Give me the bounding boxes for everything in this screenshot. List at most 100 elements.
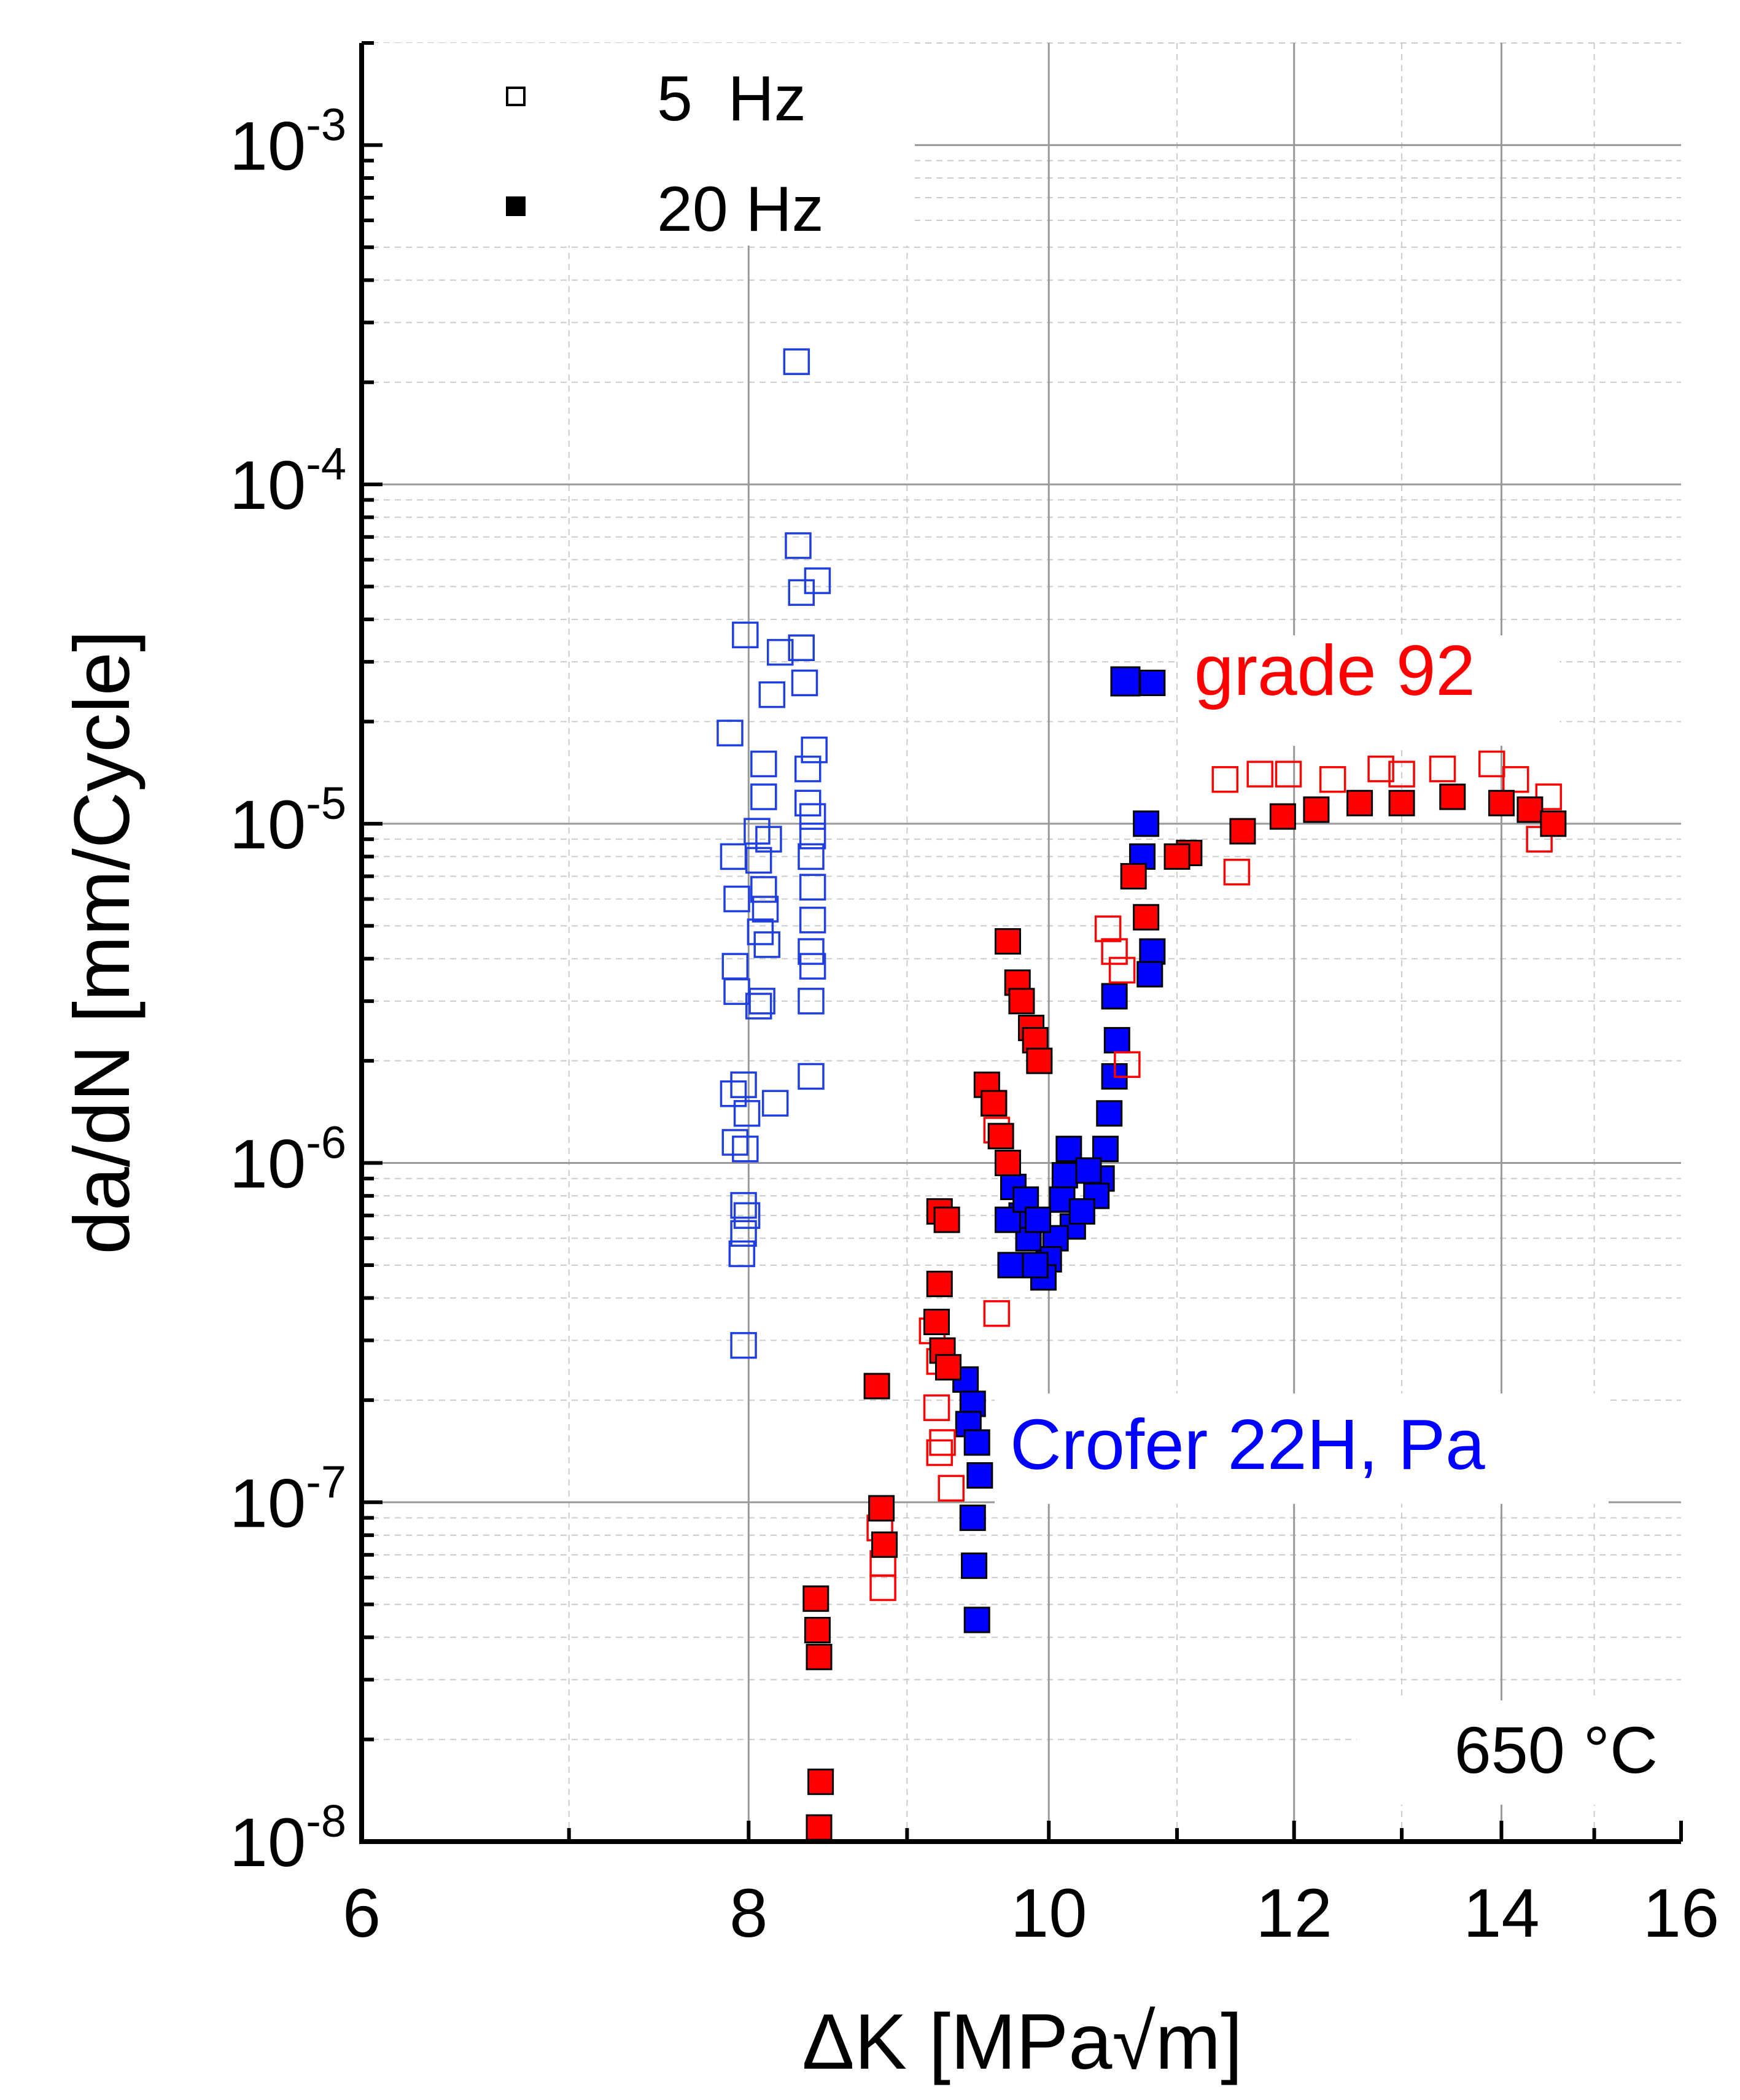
point-crofer-22h-5-hz	[798, 988, 825, 1015]
point-crofer-22h-5-hz	[750, 750, 777, 778]
point-grade-92-5-hz	[1478, 750, 1505, 778]
point-crofer-22h-5-hz	[788, 634, 815, 661]
point-crofer-22h-5-hz	[745, 993, 772, 1020]
point-grade-92-5-hz	[1246, 761, 1273, 788]
point-grade-92-20-hz	[1163, 843, 1190, 870]
point-crofer-22h-5-hz	[799, 907, 826, 934]
point-crofer-22h-20-hz	[1103, 1027, 1130, 1054]
point-grade-92-5-hz	[1108, 956, 1136, 984]
legend-filled-square-marker	[506, 196, 526, 216]
point-crofer-22h-5-hz	[732, 621, 759, 649]
x-tick-label: 14	[1463, 1875, 1540, 1951]
point-crofer-22h-5-hz	[748, 988, 775, 1015]
point-crofer-22h-20-hz	[1139, 938, 1166, 965]
y-axis-label: da/dN [mm/Cycle]	[58, 630, 146, 1254]
point-crofer-22h-20-hz	[1096, 1100, 1123, 1127]
point-grade-92-5-hz	[1223, 858, 1251, 886]
grade92-label-marker	[1110, 666, 1141, 697]
point-grade-92-5-hz	[1319, 766, 1346, 793]
point-crofer-22h-5-hz	[730, 1331, 757, 1359]
y-tick-label: 10-8	[230, 1796, 346, 1881]
point-grade-92-20-hz	[981, 1090, 1008, 1117]
point-crofer-22h-5-hz	[799, 874, 826, 901]
point-crofer-22h-5-hz	[755, 826, 782, 853]
point-crofer-22h-5-hz	[794, 755, 821, 783]
point-grade-92-20-hz	[806, 1643, 833, 1670]
point-grade-92-20-hz	[1229, 818, 1256, 845]
point-crofer-22h-20-hz	[963, 1606, 990, 1633]
point-crofer-22h-5-hz	[791, 669, 818, 697]
point-grade-92-20-hz	[1303, 796, 1330, 823]
point-crofer-22h-20-hz	[1136, 961, 1163, 988]
point-grade-92-20-hz	[807, 1769, 834, 1796]
y-tick-label: 10-3	[230, 99, 346, 184]
x-tick-label: 16	[1643, 1875, 1720, 1951]
point-crofer-22h-20-hz	[1092, 1136, 1119, 1163]
point-grade-92-5-hz	[1367, 755, 1394, 783]
point-crofer-22h-20-hz	[963, 1429, 990, 1456]
point-grade-92-5-hz	[926, 1439, 954, 1467]
point-grade-92-5-hz	[1526, 826, 1553, 853]
y-tick-label: 10-7	[230, 1456, 346, 1541]
point-grade-92-20-hz	[1517, 796, 1544, 823]
point-crofer-22h-5-hz	[798, 1063, 825, 1090]
y-tick-label: 10-5	[230, 778, 346, 863]
point-crofer-22h-5-hz	[720, 1080, 747, 1107]
point-crofer-22h-5-hz	[723, 885, 750, 913]
x-tick-label: 6	[343, 1875, 381, 1951]
point-crofer-22h-5-hz	[766, 638, 794, 666]
x-tick-label: 8	[729, 1875, 767, 1951]
point-grade-92-20-hz	[804, 1617, 831, 1644]
point-grade-92-20-hz	[863, 1373, 890, 1400]
point-crofer-22h-20-hz	[1139, 669, 1166, 696]
point-crofer-22h-5-hz	[728, 1240, 756, 1268]
x-tick-label: 12	[1256, 1875, 1332, 1951]
point-grade-92-5-hz	[869, 1574, 896, 1602]
temperature-label-background	[1357, 1700, 1682, 1805]
y-tick-label: 10-4	[230, 438, 346, 524]
point-crofer-22h-20-hz	[1133, 810, 1160, 837]
point-crofer-22h-20-hz	[959, 1505, 986, 1532]
x-axis-ticks: 6 8 10 12 14 16	[343, 1821, 1719, 1951]
point-crofer-22h-5-hz	[730, 1071, 757, 1098]
point-crofer-22h-20-hz	[997, 1252, 1024, 1279]
grade92-label: grade 92	[1194, 630, 1475, 710]
point-grade-92-5-hz	[929, 1429, 956, 1456]
point-grade-92-5-hz	[1275, 761, 1302, 788]
point-grade-92-20-hz	[1388, 789, 1415, 816]
point-grade-92-20-hz	[1120, 862, 1147, 889]
point-grade-92-5-hz	[1094, 915, 1122, 942]
point-grade-92-20-hz	[994, 928, 1021, 955]
point-crofer-22h-5-hz	[750, 783, 777, 810]
point-grade-92-5-hz	[1502, 766, 1529, 793]
point-crofer-22h-5-hz	[752, 896, 779, 923]
temperature-label: 650 °C	[1455, 1713, 1658, 1787]
legend: 5 Hz 20 Hz	[362, 43, 915, 246]
point-crofer-22h-5-hz	[799, 803, 826, 830]
point-crofer-22h-20-hz	[1051, 1162, 1078, 1189]
point-grade-92-5-hz	[1429, 755, 1456, 783]
point-crofer-22h-5-hz	[733, 1100, 761, 1127]
point-grade-92-20-hz	[1439, 783, 1466, 810]
x-axis-label: ΔK [MPa√m]	[802, 1998, 1243, 2086]
point-crofer-22h-5-hz	[785, 532, 812, 559]
point-crofer-22h-20-hz	[1075, 1157, 1102, 1184]
point-crofer-22h-5-hz	[717, 719, 744, 746]
legend-label-5hz: 5 Hz	[657, 63, 806, 134]
legend-open-square-marker	[506, 87, 526, 106]
point-crofer-22h-5-hz	[721, 1129, 749, 1156]
y-axis-ticks: 10-3 10-4 10-5 10-6 10-7 10-8	[230, 41, 383, 1881]
point-grade-92-5-hz	[923, 1394, 950, 1421]
legend-label-20hz: 20 Hz	[657, 174, 824, 245]
point-grade-92-20-hz	[935, 1354, 962, 1381]
point-crofer-22h-5-hz	[758, 681, 786, 708]
y-tick-label: 10-6	[230, 1117, 346, 1203]
point-grade-92-5-hz	[1211, 766, 1239, 793]
data-points	[717, 348, 1567, 1841]
point-crofer-22h-5-hz	[798, 938, 825, 965]
point-grade-92-20-hz	[1540, 810, 1567, 837]
point-crofer-22h-5-hz	[783, 348, 810, 375]
axes	[359, 43, 1681, 1844]
point-grade-92-20-hz	[1269, 803, 1296, 830]
point-crofer-22h-5-hz	[745, 847, 772, 874]
